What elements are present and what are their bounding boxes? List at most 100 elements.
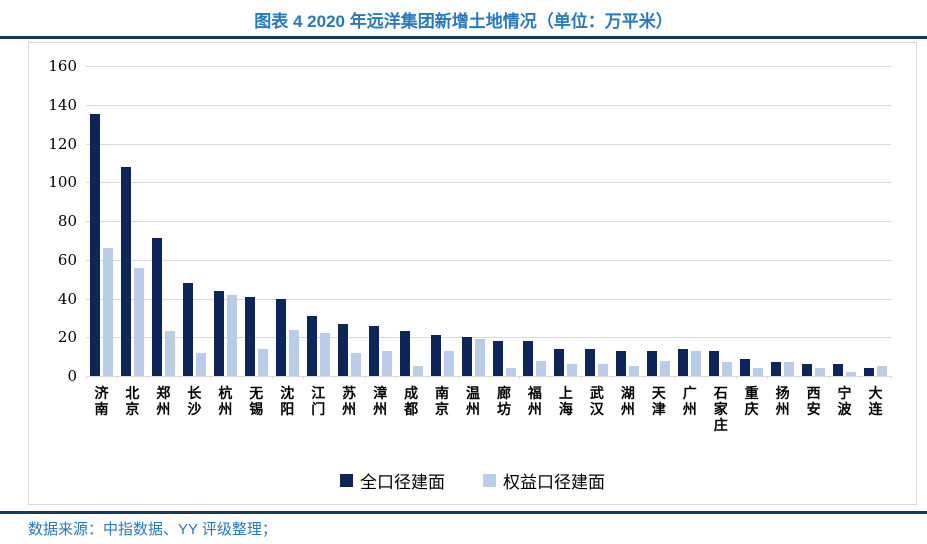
x-axis-label-廊坊: 廊 坊 <box>496 386 511 418</box>
x-axis-label-宁波: 宁 波 <box>837 386 852 418</box>
x-axis-label-杭州: 杭 州 <box>218 386 233 418</box>
x-axis-tick <box>426 376 428 379</box>
gridline-y-140 <box>86 104 891 106</box>
top-divider-rule <box>0 36 927 39</box>
bar-full-广州 <box>678 348 689 376</box>
x-axis-tick <box>86 376 87 379</box>
x-axis-label-重庆: 重 庆 <box>744 386 759 418</box>
bar-full-无锡 <box>244 296 255 376</box>
x-axis-tick <box>333 376 335 379</box>
x-axis-label-无锡: 无 锡 <box>249 386 264 418</box>
bar-equity-济南 <box>103 248 113 376</box>
bar-equity-西安 <box>815 368 826 376</box>
x-axis-label-湖州: 湖 州 <box>620 386 635 418</box>
x-axis-label-温州: 温 州 <box>466 386 480 418</box>
bar-full-重庆 <box>740 358 751 376</box>
x-axis-label-漳州: 漳 州 <box>373 386 388 418</box>
bar-equity-扬州 <box>784 362 795 376</box>
bottom-divider-rule <box>0 511 927 514</box>
x-axis-tick <box>364 376 366 379</box>
x-axis-tick <box>860 376 862 379</box>
legend-item-full: 全口径建面 <box>340 468 445 493</box>
bar-equity-杭州 <box>226 294 237 376</box>
x-axis-tick <box>209 376 211 379</box>
x-axis-tick <box>767 376 769 379</box>
bar-full-漳州 <box>368 325 379 376</box>
x-axis-label-成都: 成 都 <box>404 386 419 418</box>
bar-full-武汉 <box>585 348 596 376</box>
bar-full-福州 <box>523 341 534 376</box>
x-axis-tick <box>240 376 242 379</box>
bar-equity-武汉 <box>598 364 609 376</box>
bar-equity-漳州 <box>381 350 392 376</box>
chart-title: 图表 4 2020 年远洋集团新增土地情况（单位：万平米） <box>254 12 673 31</box>
data-source-note: 数据来源：中指数据、YY 评级整理； <box>28 521 277 538</box>
x-axis-tick <box>116 376 118 379</box>
x-axis-tick <box>829 376 831 379</box>
x-axis-tick <box>612 376 614 379</box>
legend-label-full: 全口径建面 <box>360 473 445 493</box>
bar-equity-上海 <box>567 364 578 376</box>
x-axis-tick <box>736 376 738 379</box>
x-axis-tick <box>302 376 304 379</box>
bar-full-长沙 <box>182 283 193 376</box>
x-axis-label-沈阳: 沈 阳 <box>280 386 295 418</box>
x-axis-label-济南: 济 南 <box>94 386 109 418</box>
bar-equity-苏州 <box>350 352 361 376</box>
bar-equity-成都 <box>412 366 423 376</box>
y-axis-label-120: 120 <box>48 134 77 153</box>
gridline-y-60 <box>86 259 891 261</box>
bar-full-天津 <box>647 350 658 376</box>
y-axis-label-80: 80 <box>57 212 77 230</box>
bar-full-温州 <box>461 337 472 376</box>
x-axis-label-长沙: 长 沙 <box>187 386 202 418</box>
bar-full-苏州 <box>337 323 348 376</box>
bar-equity-石家庄 <box>722 362 733 376</box>
bar-full-湖州 <box>616 350 627 376</box>
legend-swatch-equity <box>483 474 496 487</box>
bar-equity-大连 <box>877 366 888 376</box>
bar-full-宁波 <box>833 364 844 376</box>
x-axis-label-西安: 西 安 <box>806 386 821 418</box>
bar-full-北京 <box>120 166 131 376</box>
x-axis-tick <box>519 376 521 379</box>
x-axis-label-广州: 广 州 <box>682 386 697 418</box>
bar-full-济南 <box>90 114 100 376</box>
x-axis-tick <box>178 376 180 379</box>
x-axis-label-石家庄: 石 家 庄 <box>713 386 728 434</box>
bar-equity-南京 <box>443 350 454 376</box>
y-axis-label-0: 0 <box>67 367 77 385</box>
y-axis-label-20: 20 <box>57 328 77 347</box>
bar-equity-北京 <box>133 267 144 376</box>
chart-plot-area: 0 20 40 60 80 100 120 140 160 济 南 北 京 郑 州 长 沙 杭 州 无 锡 沈… <box>28 42 917 505</box>
bar-full-沈阳 <box>275 298 286 376</box>
bar-equity-天津 <box>660 360 671 376</box>
bar-full-南京 <box>430 335 441 376</box>
x-axis-tick <box>643 376 645 379</box>
x-axis-label-郑州: 郑 州 <box>156 386 171 418</box>
y-axis-label-140: 140 <box>48 95 77 114</box>
x-axis-label-江门: 江 门 <box>311 386 326 418</box>
x-axis-label-北京: 北 京 <box>125 386 140 418</box>
bar-equity-沈阳 <box>288 329 299 376</box>
x-axis-label-福州: 福 州 <box>527 386 542 418</box>
bar-full-上海 <box>554 348 565 376</box>
bar-full-杭州 <box>213 290 224 376</box>
bar-equity-重庆 <box>753 368 764 376</box>
bar-full-西安 <box>802 364 813 376</box>
x-axis-label-苏州: 苏 州 <box>342 386 357 418</box>
x-axis-tick <box>705 376 707 379</box>
gridline-y-160 <box>86 66 891 67</box>
bar-full-石家庄 <box>709 350 720 376</box>
bar-full-成都 <box>399 331 410 376</box>
bar-equity-江门 <box>319 333 330 376</box>
bar-full-廊坊 <box>492 341 503 376</box>
y-axis-label-40: 40 <box>57 289 77 308</box>
y-axis-label-100: 100 <box>48 173 77 192</box>
x-axis-label-天津: 天 津 <box>651 386 666 418</box>
x-axis-tick <box>674 376 676 379</box>
legend-item-equity: 权益口径建面 <box>483 468 605 493</box>
bar-equity-廊坊 <box>505 368 516 376</box>
x-axis-tick <box>891 376 892 379</box>
gridline-y-80 <box>86 221 891 222</box>
